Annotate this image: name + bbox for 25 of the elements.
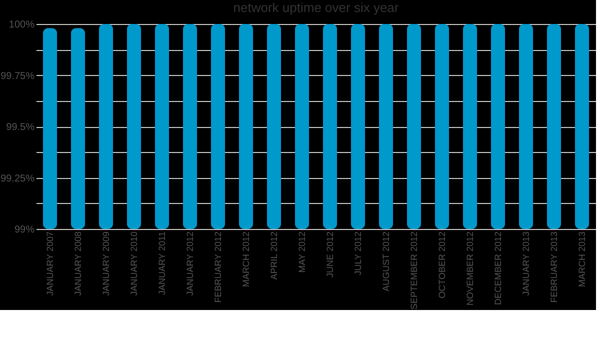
x-tick-label: JANUARY 2009 xyxy=(101,232,111,296)
x-tick-label: JULY 2012 xyxy=(353,232,363,276)
x-tick-label: DECEMBER 2012 xyxy=(493,232,503,306)
x-tick-label: JANUARY 2008 xyxy=(73,232,83,296)
y-tick-label: 99.5% xyxy=(6,122,35,133)
x-tick-label: JANUARY 2011 xyxy=(157,232,167,296)
y-tick-label: 100% xyxy=(8,20,35,30)
x-tick-label: JANUARY 2013 xyxy=(521,232,531,296)
x-tick-label: AUGUST 2012 xyxy=(381,232,391,292)
x-tick-label: JANUARY 2010 xyxy=(129,232,139,296)
x-tick-label: JUNE 2012 xyxy=(325,232,335,278)
x-tick-label: JANUARY 2007 xyxy=(45,232,55,296)
x-tick-label: FEBRUARY 2012 xyxy=(213,232,223,303)
y-tick-label: 99% xyxy=(14,224,35,236)
y-tick-label: 99.25% xyxy=(0,173,35,184)
x-tick-label: OCTOBER 2012 xyxy=(437,232,447,298)
x-tick-label: MAY 2012 xyxy=(297,232,307,273)
x-tick-label: APRIL 2012 xyxy=(269,232,279,280)
x-tick-label: SEPTEMBER 2012 xyxy=(409,232,419,310)
x-tick-label: MARCH 2013 xyxy=(577,232,587,288)
x-tick-label: NOVEMBER 2012 xyxy=(465,232,475,306)
x-tick-label: FEBRUARY 2013 xyxy=(549,232,559,303)
y-tick-label: 99.75% xyxy=(0,70,35,82)
x-tick-label: MARCH 2012 xyxy=(241,232,251,288)
x-tick-label: JANUARY 2012 xyxy=(185,232,195,296)
